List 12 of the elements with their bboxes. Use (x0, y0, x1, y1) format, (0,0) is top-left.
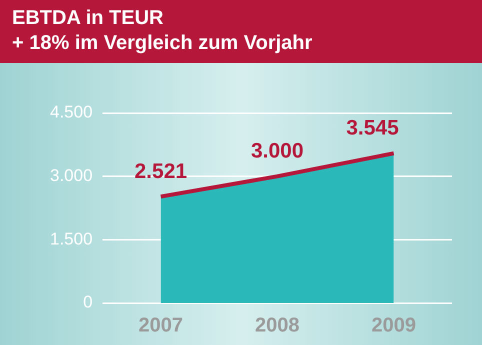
y-tick-label: 3.000 (50, 166, 93, 186)
x-tick-label: 2007 (138, 314, 184, 337)
data-label: 3.000 (250, 140, 304, 163)
chart-subtitle: + 18% im Vergleich zum Vorjahr (12, 31, 314, 56)
x-tick-label: 2008 (255, 314, 300, 337)
data-label: 3.545 (346, 116, 400, 140)
x-tick-label: 2009 (372, 314, 416, 337)
y-tick-label: 4.500 (50, 102, 93, 122)
data-label: 2.521 (134, 160, 188, 183)
y-tick-label: 1.500 (50, 229, 93, 248)
y-tick-label: 0 (83, 292, 93, 312)
chart-title: EBTDA in TEUR (12, 6, 164, 31)
